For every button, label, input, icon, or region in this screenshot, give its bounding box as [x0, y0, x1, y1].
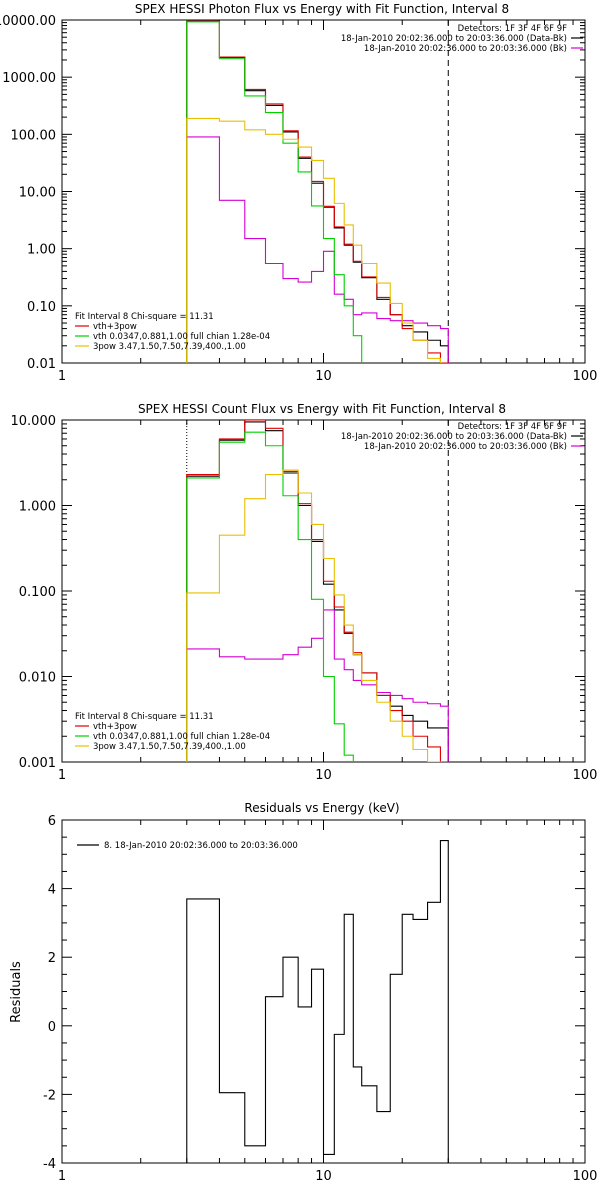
- y-tick-label: 6: [48, 814, 56, 829]
- legend-top-entry: 18-Jan-2010 20:02:36.000 to 20:03:36.000…: [341, 432, 567, 442]
- x-tick-label: 10: [315, 369, 332, 384]
- count-flux-panel: SPEX HESSI Count Flux vs Energy with Fit…: [11, 402, 598, 783]
- photon-flux-title: SPEX HESSI Photon Flux vs Energy with Fi…: [135, 2, 509, 16]
- residuals-title: Residuals vs Energy (keV): [244, 801, 399, 815]
- series-3pow: [186, 469, 441, 762]
- legend-bottom-entry: vth 0.0347,0.881,1.00 full chian 1.28e-0…: [93, 732, 270, 742]
- y-tick-label: 0.10: [27, 300, 56, 315]
- residuals-panel: Residuals vs Energy (keV) Residuals 1 10 1…: [9, 801, 597, 1184]
- x-tick-label: 10: [315, 1169, 332, 1184]
- x-tick-label: 100: [573, 1169, 598, 1184]
- series-data-bk: [186, 421, 449, 762]
- series-vth: [186, 21, 363, 363]
- y-tick-label: 1000.00: [2, 71, 56, 86]
- x-tick-label: 1: [58, 369, 66, 384]
- series-vth-3pow: [186, 420, 449, 762]
- y-tick-label: 100.00: [11, 128, 57, 143]
- y-tick-label: 0.100: [19, 585, 56, 600]
- count-flux-title: SPEX HESSI Count Flux vs Energy with Fit…: [138, 402, 506, 416]
- legend-top-entry: 18-Jan-2010 20:02:36.000 to 20:03:36.000…: [341, 34, 567, 44]
- legend-bottom-entry: vth+3pow: [93, 722, 137, 732]
- y-tick-label: 0.001: [19, 756, 56, 771]
- series-vth: [186, 431, 354, 762]
- x-tick-label: 100: [573, 369, 598, 384]
- y-tick-label: -4: [43, 1157, 56, 1172]
- y-tick-label: 10.00: [19, 186, 56, 201]
- x-tick-label: 10: [315, 768, 332, 783]
- plot-data: [186, 420, 449, 762]
- legend-top-entry: Detectors: 1F 3F 4F 6F 9F: [458, 24, 567, 34]
- series-vth-3pow: [186, 20, 449, 363]
- residuals-legend-entry: 8. 18-Jan-2010 20:02:36.000 to 20:03:36.…: [104, 841, 298, 851]
- legend-bottom-entry: 3pow 3.47,1.50,7.50,7.39,400.,1.00: [93, 742, 246, 752]
- plot-data: [186, 20, 449, 363]
- plot-frame: [61, 419, 586, 763]
- x-tick-label: 1: [58, 1169, 66, 1184]
- y-tick-label: -2: [43, 1088, 56, 1103]
- y-tick-label: 0.010: [19, 671, 56, 686]
- residuals-ylabel: Residuals: [9, 961, 24, 1023]
- series-8-18-jan-2010-20-02-36-000-to-20-03-36-000: [186, 840, 449, 1163]
- legend-bottom-entry: vth 0.0347,0.881,1.00 full chian 1.28e-0…: [93, 332, 270, 342]
- legend-top-entry: 18-Jan-2010 20:02:36.000 to 20:03:36.000…: [364, 44, 567, 54]
- y-tick-label: 4: [48, 883, 56, 898]
- photon-flux-panel: SPEX HESSI Photon Flux vs Energy with Fi…: [0, 2, 597, 384]
- legend-bottom-entry: vth+3pow: [93, 322, 137, 332]
- y-tick-label: 1.00: [27, 243, 56, 258]
- series-bk: [186, 136, 449, 363]
- x-tick-label: 100: [573, 768, 598, 783]
- y-tick-label: 10000.00: [0, 14, 56, 29]
- y-tick-label: 0: [48, 1020, 56, 1035]
- series-3pow: [186, 117, 441, 363]
- y-tick-label: 0.01: [27, 357, 56, 372]
- y-tick-label: 1.000: [19, 500, 56, 515]
- legend-bottom-entry: Fit Interval 8 Chi-square = 11.31: [75, 712, 214, 722]
- legend-bottom-entry: 3pow 3.47,1.50,7.50,7.39,400.,1.00: [93, 342, 246, 352]
- y-tick-label: 10.000: [11, 414, 57, 429]
- legend-bottom-entry: Fit Interval 8 Chi-square = 11.31: [75, 312, 214, 322]
- legend-top-entry: 18-Jan-2010 20:02:36.000 to 20:03:36.000…: [364, 442, 567, 452]
- series-data-bk: [186, 20, 449, 363]
- legend-top-entry: Detectors: 1F 3F 4F 6F 9F: [458, 422, 567, 432]
- series-bk: [186, 609, 449, 762]
- plot-data: [186, 840, 449, 1163]
- y-tick-label: 2: [48, 951, 56, 966]
- x-tick-label: 1: [58, 768, 66, 783]
